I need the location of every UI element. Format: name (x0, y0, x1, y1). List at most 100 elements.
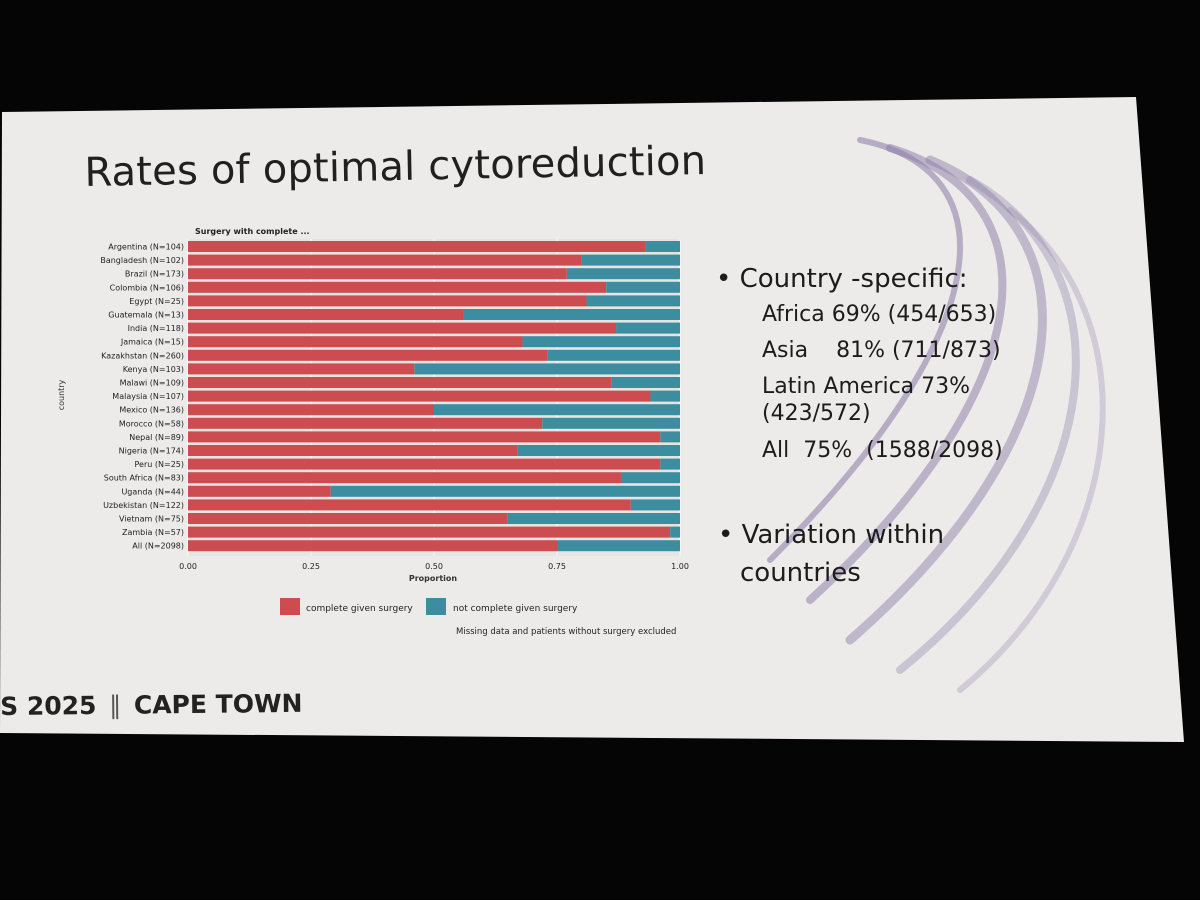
bullet-country-specific: • Country -specific: (716, 264, 968, 294)
bar-complete (188, 254, 582, 266)
bar-not-complete (606, 281, 680, 293)
y-tick-label: Uzbekistan (N=122) (103, 501, 184, 510)
legend-swatch-complete (280, 598, 300, 615)
bar-not-complete (542, 417, 680, 429)
y-tick-label: Kazakhstan (N=260) (101, 351, 184, 360)
x-tick-label: 0.25 (302, 562, 320, 571)
bar-complete (188, 295, 587, 307)
bar-not-complete (660, 458, 680, 470)
bar-complete (188, 472, 621, 484)
stat-africa: Africa 69% (454/653) (762, 302, 997, 327)
x-tick-labels: 0.00 0.25 0.50 0.75 1.00 (179, 562, 689, 571)
y-tick-label: Vietnam (N=75) (119, 515, 184, 524)
bar-complete (188, 377, 612, 388)
bar-complete (188, 404, 434, 416)
y-tick-label: Egypt (N=25) (129, 297, 184, 306)
stat-latin-america-count: (423/572) (762, 401, 871, 426)
legend-label-complete: complete given surgery (306, 604, 413, 614)
y-tick-label: Argentina (N=104) (108, 243, 184, 252)
bar-not-complete (557, 540, 680, 552)
bar-complete (188, 268, 567, 280)
stat-latin-america: Latin America 73% (762, 374, 971, 399)
bar-not-complete (660, 431, 680, 443)
y-tick-label: Mexico (N=136) (119, 406, 184, 415)
bar-not-complete (463, 309, 680, 320)
y-tick-label: Malaysia (N=107) (112, 392, 184, 401)
footer-city: CAPE TOWN (133, 688, 303, 720)
y-tick-label: South Africa (N=83) (104, 474, 184, 483)
y-tick-label: Colombia (N=106) (110, 283, 184, 292)
bar-not-complete (414, 363, 680, 375)
y-tick-label: Uganda (N=44) (121, 487, 184, 496)
bar-complete (188, 349, 548, 361)
bar-complete (188, 499, 631, 511)
x-tick-label: 0.75 (548, 562, 566, 571)
bar-not-complete (620, 472, 680, 484)
footer-year: S 2025 (0, 690, 97, 721)
decorative-swoosh (767, 137, 1106, 693)
legend-swatch-not-complete (426, 598, 446, 615)
conference-footer: S 2025 ∥ CAPE TOWN (0, 689, 303, 721)
y-tick-label: Nigeria (N=174) (119, 447, 184, 456)
y-tick-label: Nepal (N=89) (129, 433, 184, 442)
stat-all: All 75% (1588/2098) (762, 438, 1003, 463)
footer-logo-icon: ∥ (108, 690, 122, 720)
bar-not-complete (650, 390, 680, 402)
y-tick-labels: Argentina (N=104) Bangladesh (N=102) Brazi… (100, 243, 184, 551)
y-tick-label: All (N=2098) (132, 542, 184, 551)
bar-complete (188, 322, 617, 334)
bar-not-complete (507, 513, 680, 524)
bar-complete (188, 417, 543, 429)
chart-title: Surgery with complete ... (195, 227, 310, 236)
bar-not-complete (586, 295, 680, 307)
bar-not-complete (517, 445, 680, 456)
x-axis-label: Proportion (409, 574, 458, 583)
bar-complete (188, 336, 523, 348)
legend: complete given surgery not complete give… (280, 598, 578, 615)
bar-not-complete (330, 485, 680, 497)
bar-not-complete (566, 268, 680, 280)
bar-not-complete (645, 241, 680, 252)
y-tick-label: Guatemala (N=13) (108, 311, 184, 320)
y-tick-label: Peru (N=25) (135, 460, 184, 469)
y-tick-label: Malawi (N=109) (120, 379, 184, 388)
bar-complete (188, 513, 508, 524)
bar-not-complete (616, 322, 680, 334)
bar-not-complete (434, 404, 680, 416)
bar-not-complete (630, 499, 680, 511)
x-tick-label: 0.50 (425, 562, 443, 571)
y-tick-label: Brazil (N=173) (125, 270, 184, 279)
bullet-variation: • Variation within (718, 520, 945, 550)
y-tick-label: Zambia (N=57) (122, 528, 184, 537)
bar-not-complete (581, 254, 680, 266)
x-tick-label: 0.00 (179, 562, 197, 571)
bar-complete (188, 540, 557, 552)
bullet-variation-cont: countries (740, 558, 861, 588)
bar-not-complete (522, 336, 680, 348)
bar-complete (188, 431, 661, 443)
bars (188, 241, 680, 552)
bar-complete (188, 241, 646, 252)
y-tick-label: Bangladesh (N=102) (100, 256, 184, 265)
bar-complete (188, 309, 464, 320)
bar-complete (188, 485, 331, 497)
y-axis-label: country (57, 379, 66, 410)
y-tick-label: Morocco (N=58) (119, 419, 184, 428)
bar-complete (188, 363, 415, 375)
x-tick-label: 1.00 (671, 562, 689, 571)
bar-not-complete (547, 349, 680, 361)
y-tick-label: Jamaica (N=15) (120, 338, 184, 347)
bar-complete (188, 458, 661, 470)
legend-label-not-complete: not complete given surgery (453, 604, 578, 614)
stat-asia: Asia 81% (711/873) (762, 338, 1001, 363)
y-tick-label: Kenya (N=103) (123, 365, 184, 374)
bar-not-complete (611, 377, 680, 388)
bar-complete (188, 390, 651, 402)
bar-not-complete (670, 526, 680, 538)
bar-complete (188, 281, 607, 293)
y-tick-label: India (N=118) (128, 324, 184, 333)
bar-complete (188, 526, 671, 538)
bar-complete (188, 445, 518, 456)
chart-footnote: Missing data and patients without surger… (456, 627, 676, 637)
